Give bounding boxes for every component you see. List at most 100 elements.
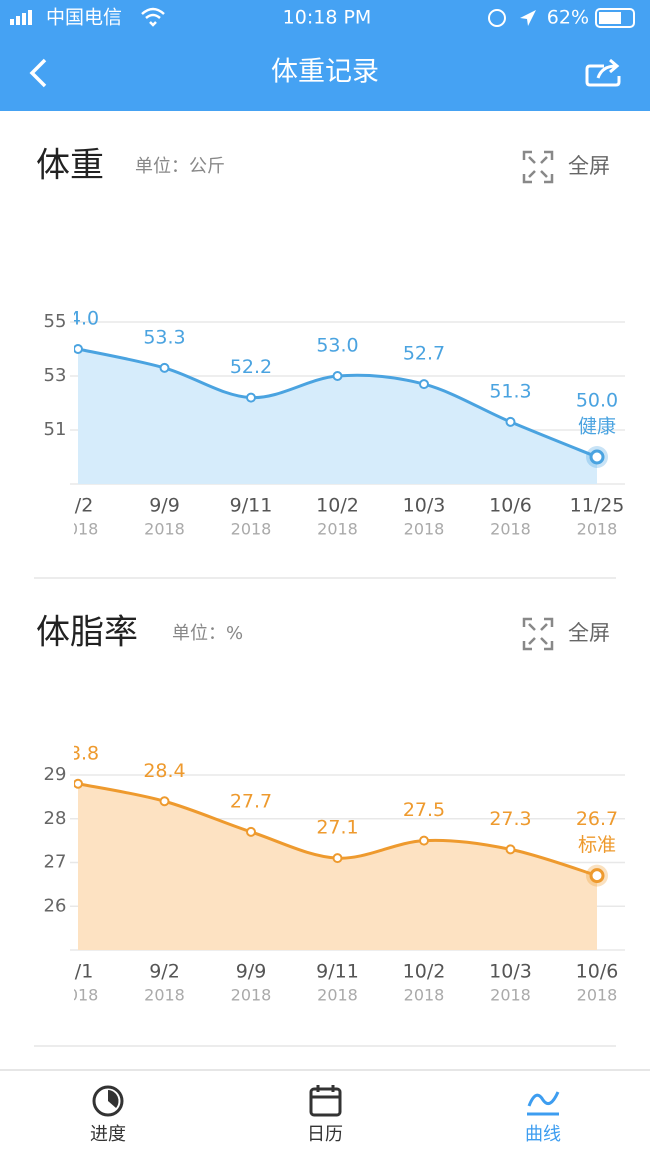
fullscreen-icon[interactable] (522, 617, 554, 651)
section-title: 体重 (36, 146, 104, 186)
wifi-icon (141, 7, 165, 27)
x-tick-label: 9/2 (63, 495, 94, 517)
tab-curve[interactable]: 曲线 (525, 1091, 561, 1145)
nav-title: 体重记录 (271, 57, 379, 88)
y-tick-label: 26 (44, 895, 67, 916)
x-tick-label: 10/3 (489, 961, 532, 983)
carrier: 中国电信 (46, 7, 122, 29)
x-tick-label: 10/3 (403, 495, 446, 517)
value-label: 27.5 (403, 799, 445, 821)
section-title: 体脂率 (36, 613, 138, 653)
fullscreen-icon[interactable] (522, 150, 554, 184)
value-label: 52.2 (230, 356, 272, 378)
value-label: 51.3 (489, 380, 531, 402)
x-year-label: 2018 (317, 520, 358, 539)
value-label: 53.0 (316, 335, 358, 357)
area (78, 783, 597, 950)
point (589, 868, 605, 884)
fullscreen-label[interactable]: 全屏 (568, 621, 610, 645)
lock-icon (488, 9, 506, 27)
x-year-label: 2018 (144, 986, 185, 1005)
x-year-label: 2018 (58, 986, 99, 1005)
value-label: 52.7 (403, 343, 445, 365)
value-label: 27.3 (489, 808, 531, 830)
status-label: 健康 (578, 416, 616, 438)
point (159, 796, 170, 807)
point (246, 826, 256, 837)
x-year-label: 2018 (490, 986, 531, 1005)
time: 10:18 PM (283, 7, 372, 29)
point (74, 778, 83, 789)
tab-label[interactable]: 日历 (307, 1124, 343, 1145)
x-year-label: 2018 (490, 520, 531, 539)
y-tick-label: 28 (44, 808, 67, 829)
status-label: 标准 (578, 834, 616, 856)
value-label: 50.0 (576, 390, 618, 412)
share-button[interactable] (585, 58, 621, 87)
area (78, 349, 597, 484)
x-year-label: 2018 (58, 520, 99, 539)
y-tick-label: 51 (44, 419, 67, 440)
header (0, 0, 650, 111)
x-year-label: 2018 (577, 520, 618, 539)
x-tick-label: 10/6 (489, 495, 532, 517)
tab-calendar[interactable]: 日历 (307, 1085, 343, 1145)
back-button[interactable] (29, 58, 47, 88)
value-label: 28.8 (57, 742, 99, 764)
battery-icon (595, 8, 635, 28)
value-label: 27.1 (316, 817, 358, 839)
location-icon (520, 10, 536, 26)
signal-icon (10, 10, 32, 25)
y-tick-label: 55 (44, 311, 67, 332)
tab-progress[interactable]: 进度 (90, 1085, 126, 1145)
x-tick-label: 10/6 (576, 961, 619, 983)
tab-label[interactable]: 进度 (90, 1124, 126, 1145)
x-tick-label: 9/9 (149, 495, 180, 517)
point (332, 371, 343, 381)
point (505, 844, 516, 855)
point (332, 853, 343, 864)
y-tick-label: 29 (44, 764, 67, 785)
value-label: 26.7 (576, 808, 618, 830)
x-year-label: 2018 (231, 520, 272, 539)
point (419, 379, 429, 390)
unit-label: 单位：% (172, 623, 243, 644)
x-tick-label: 9/11 (316, 961, 359, 983)
x-year-label: 2018 (317, 986, 358, 1005)
x-tick-label: 10/2 (403, 961, 446, 983)
x-year-label: 2018 (404, 520, 445, 539)
x-tick-label: 11/25 (570, 495, 625, 517)
x-tick-label: 10/2 (316, 495, 359, 517)
tab-label[interactable]: 曲线 (525, 1124, 561, 1145)
point (74, 344, 83, 354)
x-tick-label: 9/1 (63, 961, 94, 983)
point (246, 392, 256, 403)
point (589, 449, 605, 465)
plot-area: 28.8 9/1 2018 28.4 9/2 2018 27.7 9/9 2018 27.1 9/1… (57, 742, 619, 1005)
point (419, 835, 429, 846)
battery-level (599, 12, 621, 24)
point (159, 362, 170, 373)
x-year-label: 2018 (144, 520, 185, 539)
value-label: 53.3 (143, 326, 185, 348)
x-tick-label: 9/11 (230, 495, 273, 517)
battery-text: 62% (547, 7, 589, 29)
fullscreen-label[interactable]: 全屏 (568, 154, 610, 178)
point (505, 416, 516, 427)
x-tick-label: 9/9 (236, 961, 267, 983)
x-year-label: 2018 (404, 986, 445, 1005)
unit-label: 单位：公斤 (135, 156, 225, 177)
value-label: 54.0 (57, 308, 99, 330)
y-tick-label: 27 (44, 852, 67, 873)
value-label: 28.4 (143, 760, 185, 782)
plot-area: 54.0 9/2 2018 53.3 9/9 2018 52.2 9/11 2018 53.0 10… (57, 308, 625, 539)
y-tick-label: 53 (44, 365, 67, 386)
x-year-label: 2018 (577, 986, 618, 1005)
x-year-label: 2018 (231, 986, 272, 1005)
x-tick-label: 9/2 (149, 961, 180, 983)
value-label: 27.7 (230, 790, 272, 812)
